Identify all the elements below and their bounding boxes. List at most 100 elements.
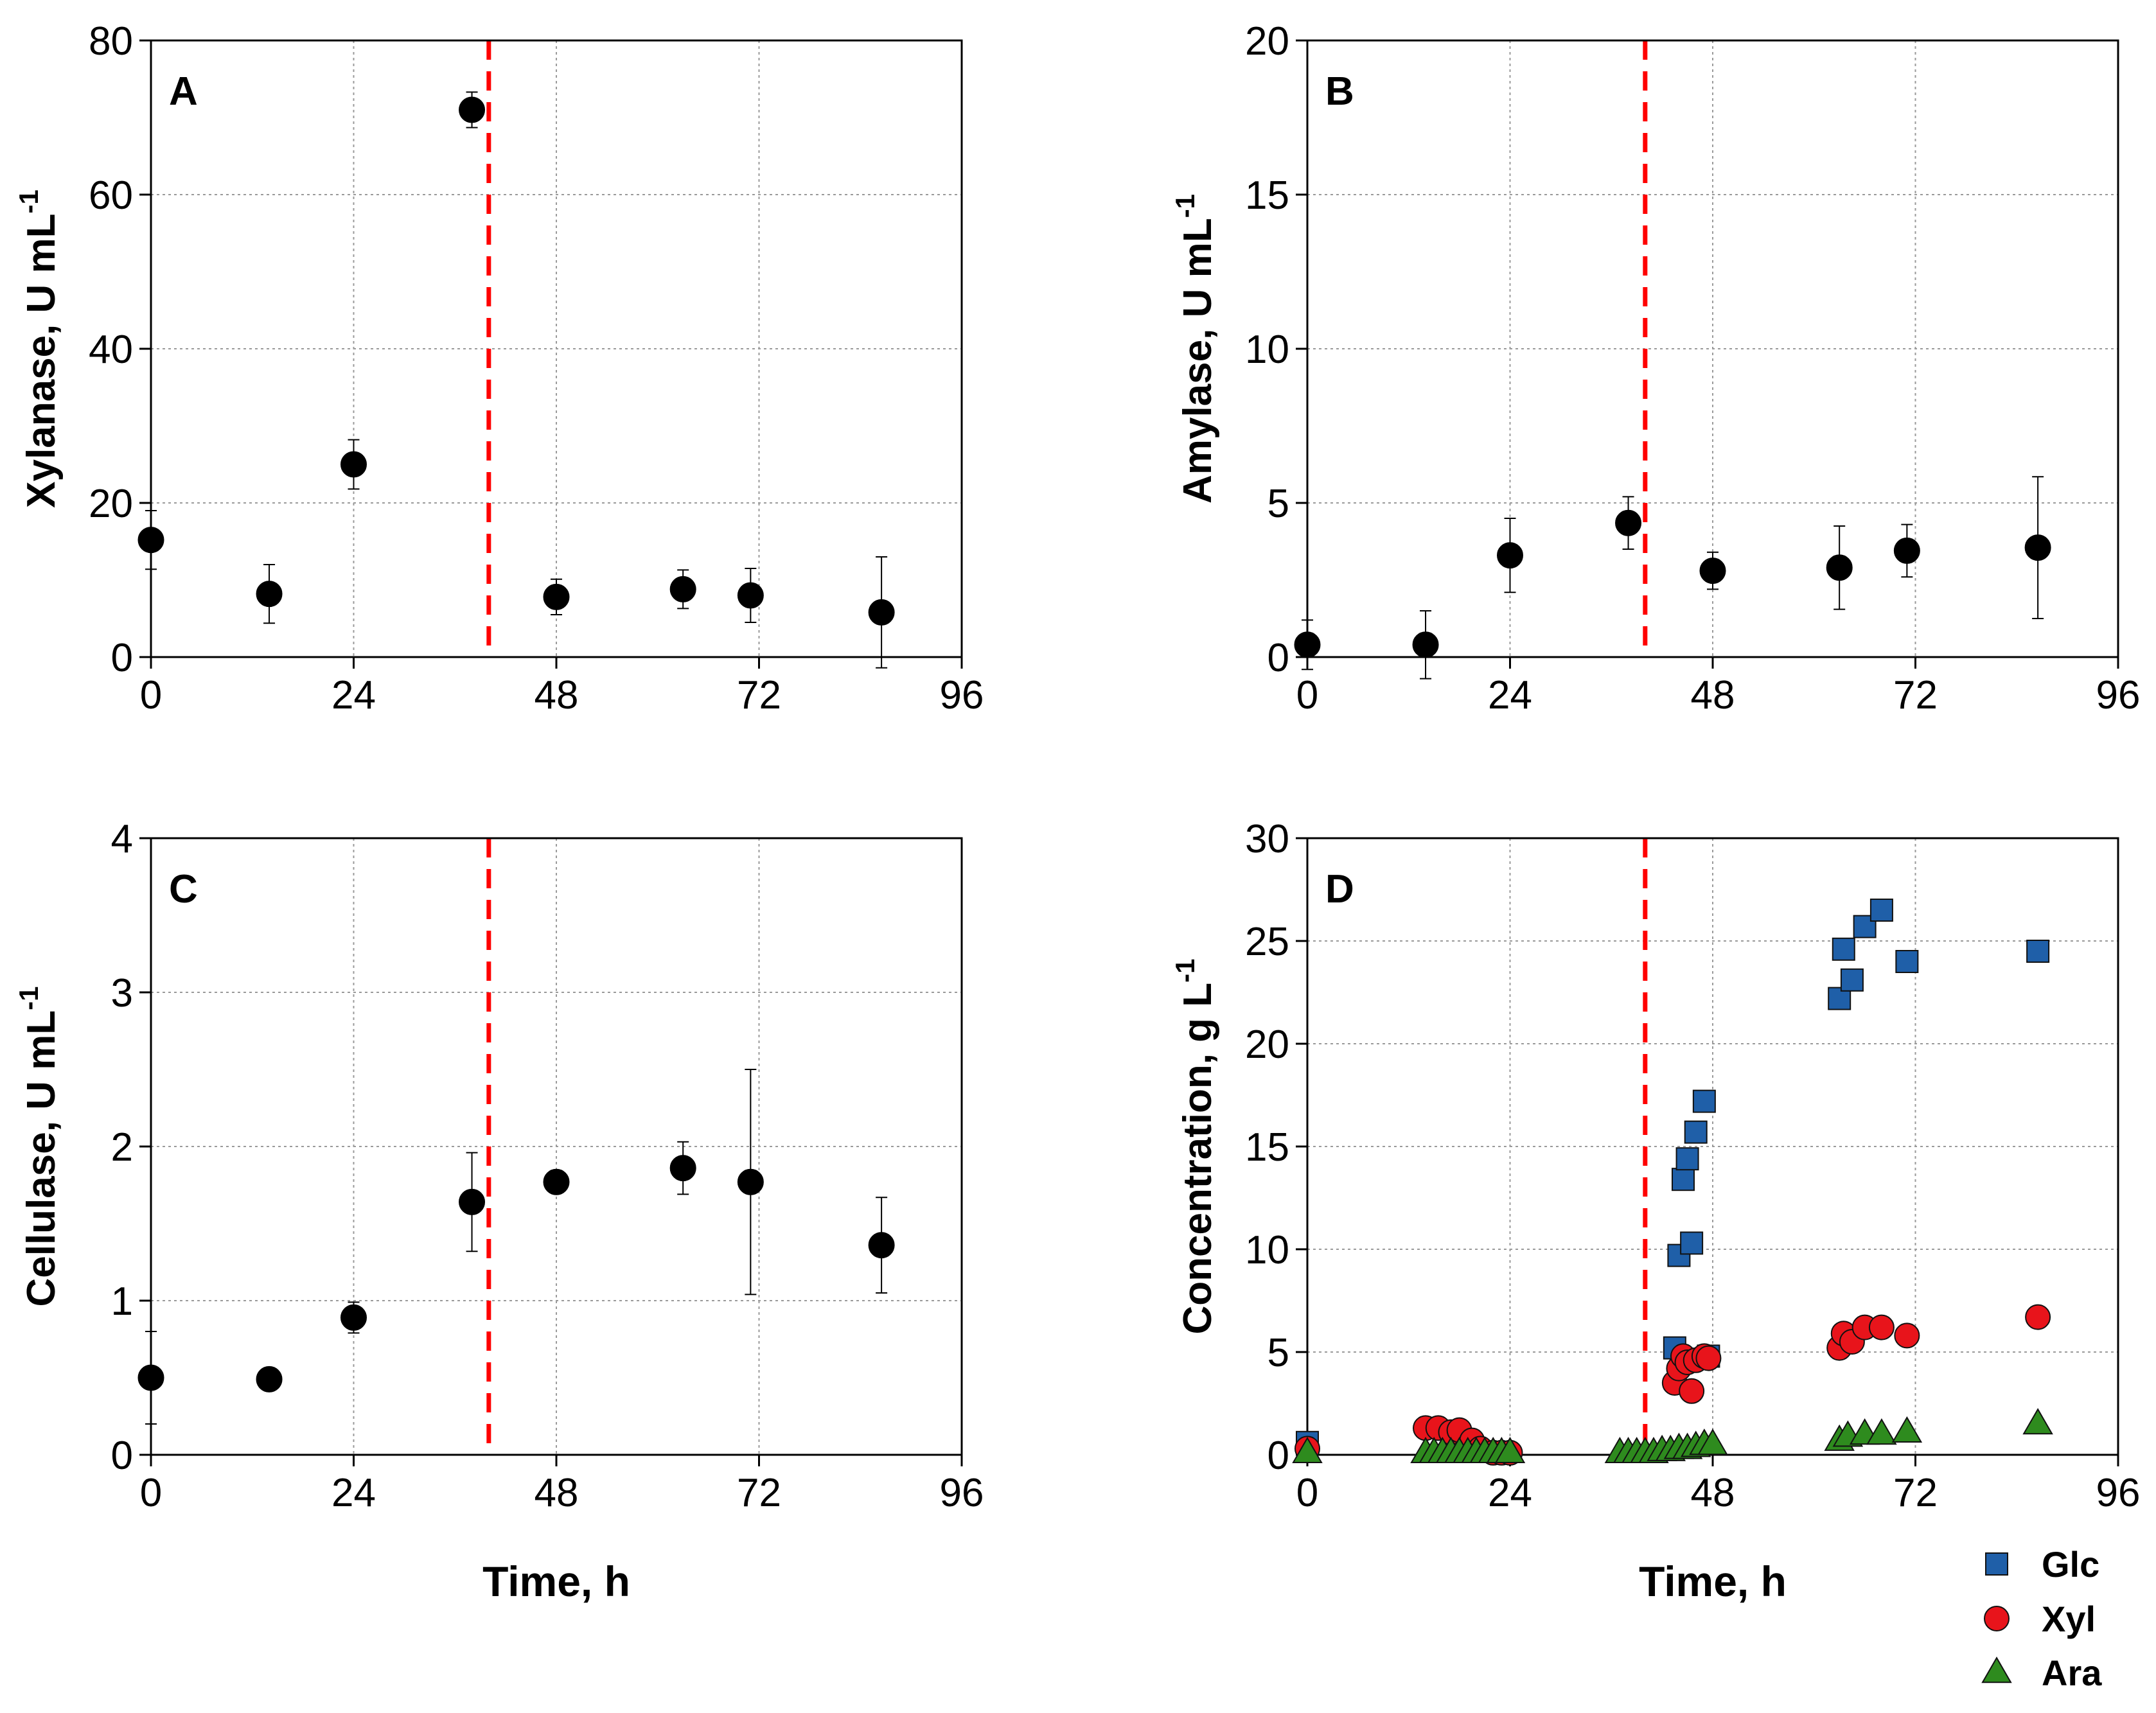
x-tick-label: 24 bbox=[331, 673, 376, 717]
y-axis-label: Xylanase, U mL-1 bbox=[13, 189, 64, 508]
x-tick-label: 24 bbox=[1488, 673, 1532, 717]
data-point bbox=[137, 527, 164, 554]
axes: 0 24 48 72 96 0 1 2 3 4 bbox=[111, 817, 984, 1515]
panel-label: A bbox=[169, 69, 198, 114]
data-point bbox=[340, 451, 367, 478]
panel-c: 0 24 48 72 96 0 1 2 3 4C Cellulase, U mL-1 Time, h bbox=[13, 817, 984, 1605]
data-point bbox=[1692, 1089, 1716, 1113]
x-tick-label: 48 bbox=[1691, 1471, 1735, 1515]
data-point bbox=[1292, 1436, 1323, 1464]
data-point bbox=[1866, 1418, 1897, 1445]
legend-item-xyl: Xyl bbox=[1984, 1599, 2096, 1639]
y-axis-label: Amylase, U mL-1 bbox=[1170, 194, 1220, 504]
y-tick-label: 4 bbox=[111, 817, 133, 861]
data-point bbox=[1615, 509, 1642, 536]
data-point bbox=[1497, 542, 1523, 569]
data-point bbox=[737, 1168, 764, 1195]
x-tick-label: 96 bbox=[2096, 1471, 2141, 1515]
x-tick-label: 48 bbox=[1691, 673, 1735, 717]
y-tick-label: 40 bbox=[89, 328, 133, 372]
gridlines bbox=[151, 40, 962, 657]
panel-b: 0 24 48 72 96 0 5 10 15 20 B Amylase, U mL-1 bbox=[1170, 19, 2140, 717]
x-tick-label: 96 bbox=[940, 1471, 984, 1515]
y-tick-label: 60 bbox=[89, 173, 133, 218]
data-point bbox=[256, 1366, 283, 1392]
data-point bbox=[1695, 1345, 1722, 1371]
panel-label: B bbox=[1325, 69, 1354, 114]
data-point bbox=[1832, 937, 1855, 961]
x-tick-label: 0 bbox=[1296, 673, 1318, 717]
y-tick-label: 0 bbox=[111, 636, 133, 680]
data-point bbox=[1840, 968, 1864, 992]
legend-label: Glc bbox=[2042, 1544, 2099, 1585]
y-tick-label: 20 bbox=[89, 482, 133, 526]
x-tick-label: 96 bbox=[2096, 673, 2141, 717]
y-tick-label: 2 bbox=[111, 1125, 133, 1170]
data-point bbox=[1869, 899, 1893, 922]
data-point bbox=[1826, 554, 1853, 581]
data-point bbox=[137, 1364, 164, 1391]
axes: 0 24 48 72 96 0 20 40 60 80 bbox=[89, 19, 984, 717]
y-axis-label-superscript: -1 bbox=[13, 189, 44, 213]
panel-d: 0 24 48 72 96 0 5 10 15 20 25 30 D Concentration, g L… bbox=[1170, 817, 2140, 1693]
y-tick-label: 5 bbox=[1268, 1331, 1289, 1375]
y-tick-label: 10 bbox=[1245, 1228, 1289, 1272]
data-point bbox=[2025, 1304, 2051, 1330]
legend: Glc Xyl Ara bbox=[1981, 1544, 2102, 1693]
data-point bbox=[1894, 1322, 1920, 1349]
x-tick-label: 0 bbox=[1296, 1471, 1318, 1515]
data-point bbox=[340, 1304, 367, 1331]
panel-label: C bbox=[169, 867, 198, 911]
legend-label: Xyl bbox=[2042, 1599, 2096, 1639]
y-axis-label-superscript: -1 bbox=[1170, 958, 1200, 982]
data-point bbox=[1412, 631, 1439, 658]
x-tick-label: 96 bbox=[940, 673, 984, 717]
y-tick-label: 15 bbox=[1245, 1125, 1289, 1170]
y-axis-label: Cellulase, U mL-1 bbox=[13, 986, 64, 1306]
y-axis-label-text: Xylanase, U mL bbox=[19, 214, 64, 508]
data-point bbox=[868, 1232, 895, 1259]
y-tick-label: 1 bbox=[111, 1279, 133, 1324]
x-tick-label: 24 bbox=[331, 1471, 376, 1515]
data-point bbox=[1294, 631, 1321, 658]
y-tick-label: 20 bbox=[1245, 1023, 1289, 1067]
y-axis-label-superscript: -1 bbox=[1170, 194, 1200, 218]
y-axis-label-superscript: -1 bbox=[13, 986, 44, 1010]
data-point bbox=[669, 1155, 696, 1182]
data-point bbox=[1893, 537, 1920, 564]
axes: 0 24 48 72 96 0 5 10 15 20 25 30 bbox=[1245, 817, 2140, 1515]
data-point bbox=[1699, 558, 1726, 584]
x-tick-label: 48 bbox=[535, 673, 579, 717]
x-tick-label: 24 bbox=[1488, 1471, 1532, 1515]
legend-item-glc: Glc bbox=[1985, 1544, 2099, 1585]
y-tick-label: 25 bbox=[1245, 920, 1289, 964]
data-point bbox=[669, 575, 696, 602]
data-point bbox=[1679, 1378, 1705, 1404]
x-tick-label: 0 bbox=[140, 1471, 162, 1515]
y-axis-label-text: Cellulase, U mL bbox=[19, 1010, 64, 1307]
data-point bbox=[2026, 940, 2050, 963]
data-point bbox=[868, 599, 895, 626]
y-tick-label: 0 bbox=[111, 1434, 133, 1478]
data-point bbox=[256, 581, 283, 608]
x-axis-label: Time, h bbox=[1639, 1558, 1787, 1605]
x-tick-label: 48 bbox=[535, 1471, 579, 1515]
y-tick-label: 0 bbox=[1268, 636, 1289, 680]
data-point bbox=[1684, 1120, 1708, 1144]
y-tick-label: 5 bbox=[1268, 482, 1289, 526]
data-point bbox=[1853, 915, 1877, 938]
data-point bbox=[1494, 1436, 1526, 1464]
y-tick-label: 15 bbox=[1245, 173, 1289, 218]
data-point bbox=[2022, 1408, 2053, 1435]
data-point bbox=[543, 583, 570, 610]
panel-label: D bbox=[1325, 867, 1354, 911]
x-tick-label: 72 bbox=[1893, 1471, 1938, 1515]
legend-marker bbox=[1981, 1656, 2012, 1683]
y-tick-label: 20 bbox=[1245, 19, 1289, 64]
data-point bbox=[459, 1188, 486, 1215]
panel-a: 0 24 48 72 96 0 20 40 60 80 A Xylanase, U mL-1 bbox=[13, 19, 984, 717]
x-tick-label: 72 bbox=[737, 1471, 781, 1515]
y-tick-label: 80 bbox=[89, 19, 133, 64]
